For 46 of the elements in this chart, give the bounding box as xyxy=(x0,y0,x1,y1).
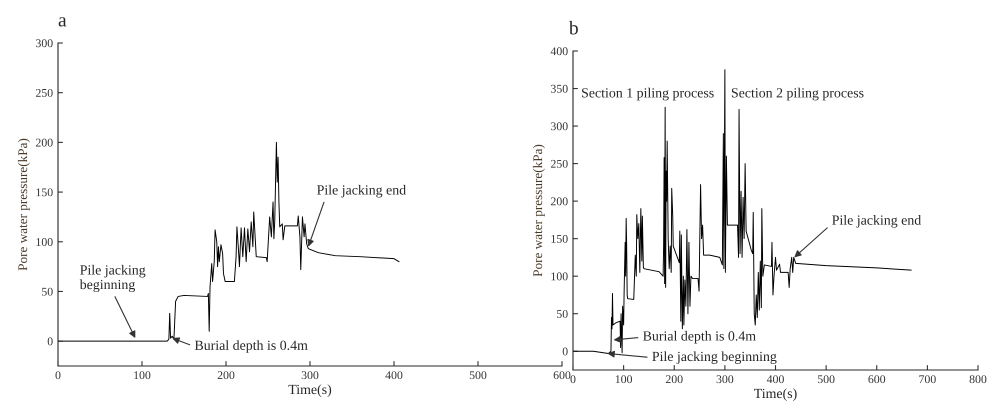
y-tick-label: 250 xyxy=(36,88,53,97)
y-tick-label: 0 xyxy=(48,337,53,346)
annotation: Pile jacking beginning xyxy=(80,264,146,292)
x-axis-title: Time(s) xyxy=(754,388,797,401)
y-tick-label: 50 xyxy=(42,288,53,296)
y-tick-label: 50 xyxy=(557,310,568,318)
x-tick-label: 0 xyxy=(56,371,60,380)
annotation: Burial depth is 0.4m xyxy=(194,340,308,353)
y-axis-title: Pore water pressure(kPa) xyxy=(18,138,30,270)
x-tick-label: 500 xyxy=(818,375,835,384)
annotation: Pile jacking beginning xyxy=(652,351,777,364)
y-axis-title: Pore water pressure(kPa) xyxy=(532,144,545,276)
y-tick-label: 300 xyxy=(550,122,568,130)
y-tick-label: 300 xyxy=(36,39,53,48)
x-tick-label: 700 xyxy=(919,375,936,384)
annotation: Section 1 piling process xyxy=(582,88,714,100)
x-tick-label: 500 xyxy=(470,371,486,380)
x-tick-label: 400 xyxy=(766,375,784,384)
y-tick-label: 250 xyxy=(550,160,568,168)
x-tick-label: 200 xyxy=(666,375,683,384)
y-tick-label: 200 xyxy=(36,138,53,147)
x-tick-label: 300 xyxy=(716,375,734,384)
annotation: Section 2 piling process xyxy=(732,88,864,100)
y-tick-label: 350 xyxy=(550,84,568,93)
x-tick-label: 600 xyxy=(554,371,570,380)
chart-title: a xyxy=(58,17,66,27)
y-tick-label: 0 xyxy=(562,347,568,356)
x-tick-label: 400 xyxy=(385,371,402,380)
annotation: Pile jacking end xyxy=(832,214,922,228)
y-tick-label: 100 xyxy=(36,238,53,246)
x-tick-label: 100 xyxy=(616,375,632,384)
x-tick-label: 0 xyxy=(570,375,576,384)
x-tick-label: 300 xyxy=(302,371,318,380)
y-tick-label: 100 xyxy=(551,272,568,280)
annotation: Burial depth is 0.4m xyxy=(643,330,756,344)
chart-title: b xyxy=(568,20,578,35)
y-tick-label: 150 xyxy=(551,234,568,243)
annotation: Pile jacking end xyxy=(317,184,406,198)
y-tick-label: 150 xyxy=(36,188,53,196)
x-tick-label: 100 xyxy=(134,371,150,380)
y-tick-label: 400 xyxy=(550,47,568,56)
x-tick-label: 200 xyxy=(218,371,234,380)
y-tick-label: 200 xyxy=(550,197,568,206)
x-tick-label: 600 xyxy=(868,375,886,384)
x-axis-title: Time(s) xyxy=(288,384,332,397)
x-tick-label: 800 xyxy=(970,375,986,384)
